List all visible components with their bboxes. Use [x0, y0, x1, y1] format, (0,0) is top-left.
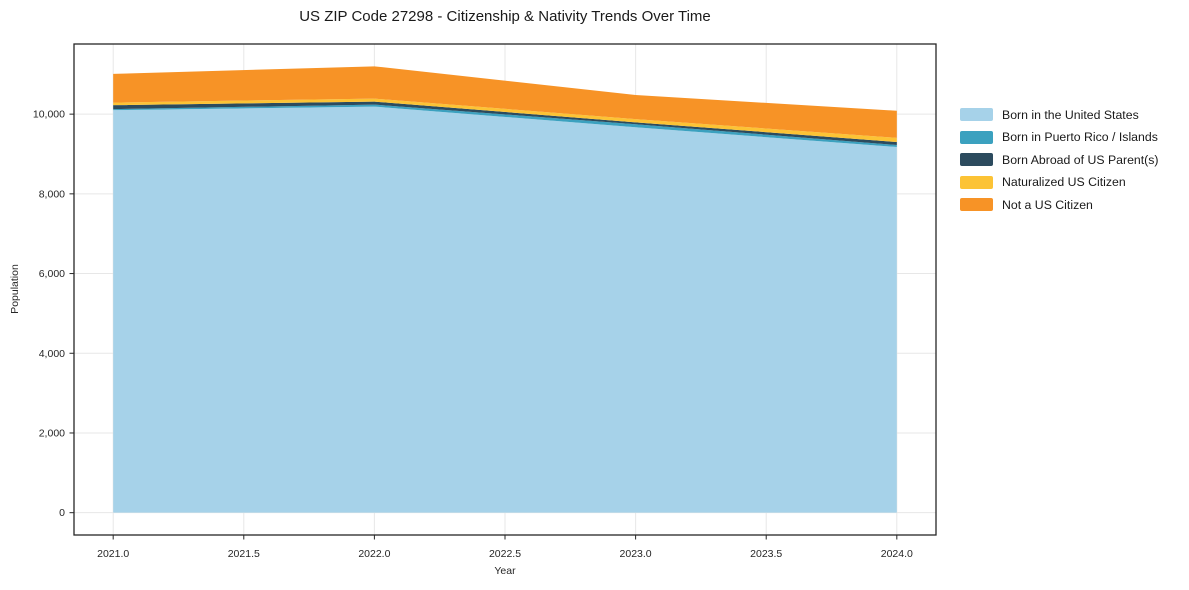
x-tick-label: 2021.5: [228, 548, 260, 560]
legend-label: Born in Puerto Rico / Islands: [1002, 130, 1158, 144]
y-tick-label: 4,000: [39, 348, 65, 360]
area-not-a-us-citizen: [113, 66, 897, 138]
area-born-in-puerto-rico-islands: [113, 104, 897, 148]
area-born-in-the-united-states: [113, 106, 897, 513]
y-axis-label: Population: [9, 264, 21, 314]
x-tick-label: 2023.0: [620, 548, 652, 560]
legend-swatch-icon: [960, 175, 993, 189]
x-tick-label: 2022.5: [489, 548, 521, 560]
x-tick-label: 2024.0: [881, 548, 913, 560]
legend-label: Naturalized US Citizen: [1002, 175, 1126, 189]
legend-label: Born in the United States: [1002, 107, 1139, 122]
legend: Born in the United States Born in Puerto …: [960, 108, 1159, 221]
x-tick-label: 2023.5: [750, 548, 782, 560]
y-tick-label: 10,000: [33, 109, 65, 121]
legend-item-born-in-puerto-rico-islands: Born in Puerto Rico / Islands: [960, 130, 1159, 144]
y-tick-label: 0: [59, 507, 65, 519]
y-tick-label: 8,000: [39, 188, 65, 200]
legend-swatch-icon: [960, 153, 993, 166]
legend-label: Not a US Citizen: [1002, 197, 1093, 212]
legend-item-naturalized-us-citizen: Naturalized US Citizen: [960, 175, 1159, 189]
area-born-abroad-of-us-parent-s: [113, 101, 897, 146]
x-tick-label: 2022.0: [358, 548, 390, 560]
legend-label: Born Abroad of US Parent(s): [1002, 152, 1159, 167]
legend-item-not-a-us-citizen: Not a US Citizen: [960, 197, 1159, 212]
legend-swatch-icon: [960, 108, 993, 121]
y-tick-label: 6,000: [39, 268, 65, 280]
chart-title: US ZIP Code 27298 - Citizenship & Nativi…: [299, 8, 711, 25]
area-naturalized-us-citizen: [113, 98, 897, 143]
legend-item-born-abroad-of-us-parent-s: Born Abroad of US Parent(s): [960, 152, 1159, 167]
legend-swatch-icon: [960, 130, 993, 144]
y-tick-label: 2,000: [39, 427, 65, 439]
x-tick-label: 2021.0: [97, 548, 129, 560]
x-axis-label: Year: [494, 565, 516, 577]
legend-swatch-icon: [960, 198, 993, 211]
legend-item-born-in-the-united-states: Born in the United States: [960, 107, 1159, 122]
